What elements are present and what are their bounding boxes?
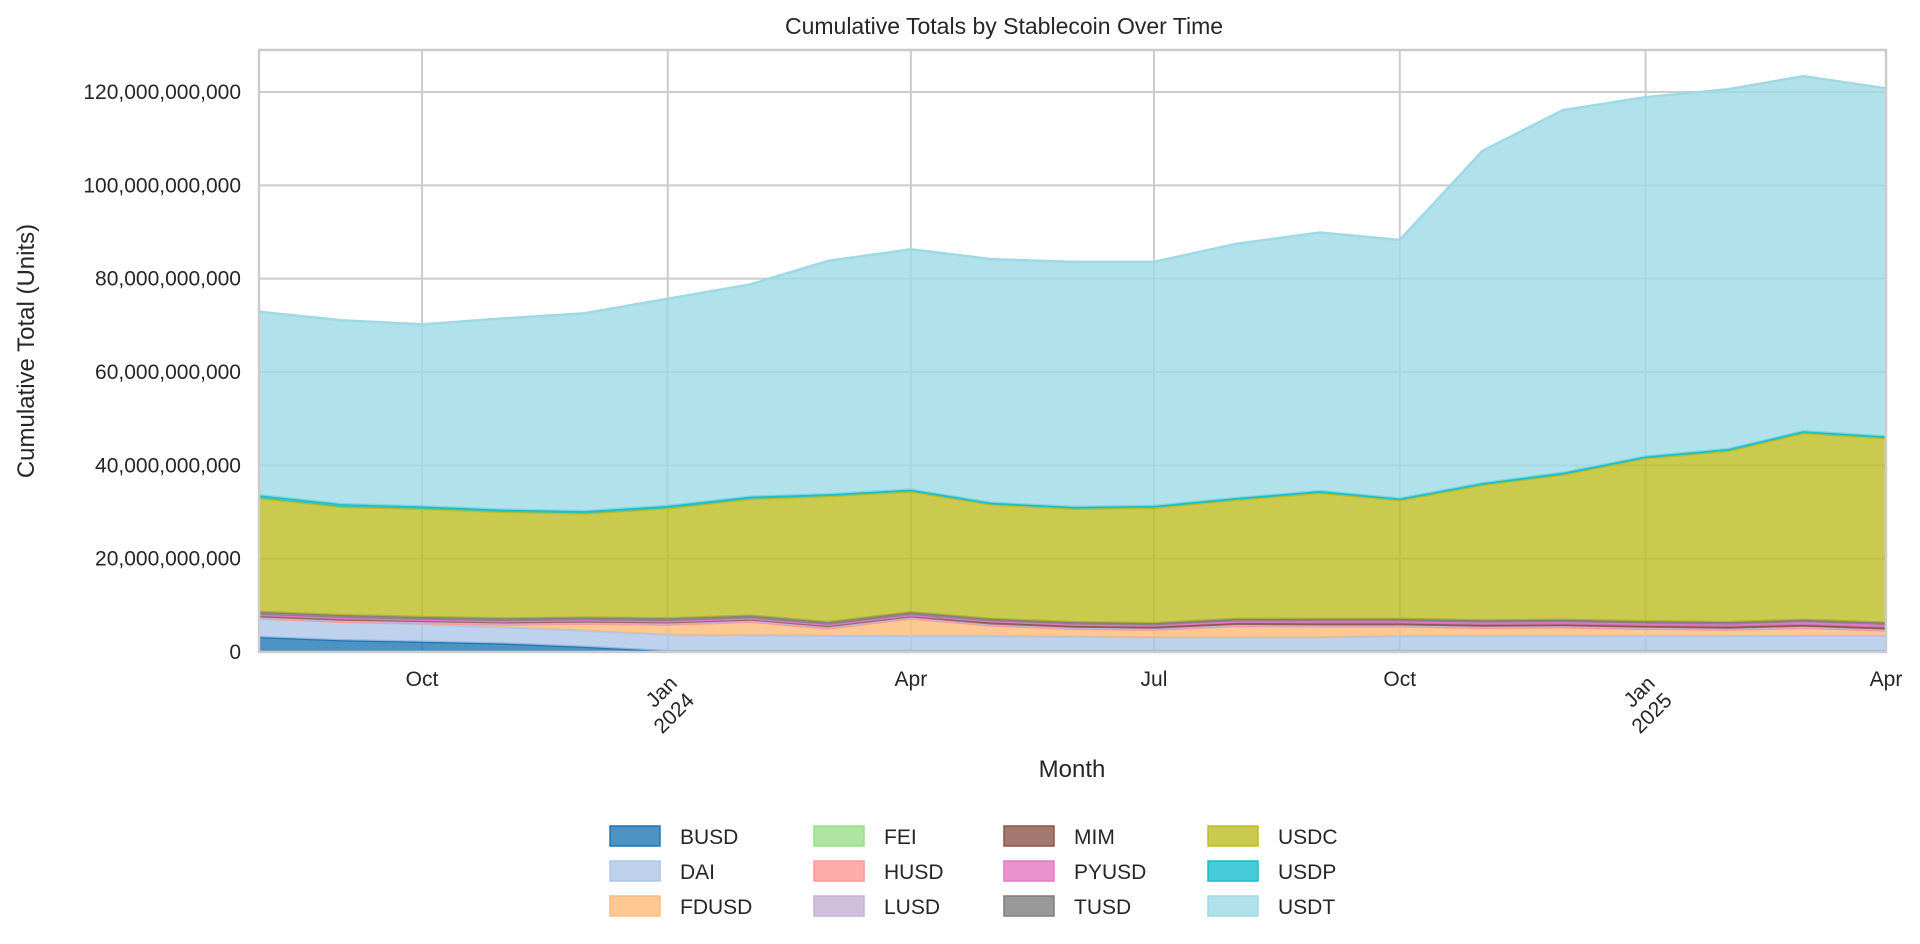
legend-item-fei: FEI (813, 825, 917, 849)
y-tick-label: 60,000,000,000 (95, 361, 241, 384)
legend-swatch (1207, 860, 1259, 882)
chart-title: Cumulative Totals by Stablecoin Over Tim… (785, 13, 1223, 39)
x-tick-label: Oct (1383, 668, 1416, 691)
legend-item-fdusd: FDUSD (609, 895, 752, 919)
legend: BUSD DAI FDUSD FEI HUSD LUSD MIM PYUSD TUSD USDC U… (609, 825, 1338, 919)
area-usdt (259, 76, 1886, 512)
area-tusd (259, 611, 1886, 626)
y-tick-label: 100,000,000,000 (83, 174, 241, 197)
area-edge-usdt (258, 74, 1887, 326)
legend-swatch (1207, 825, 1259, 847)
legend-label: PYUSD (1074, 861, 1146, 884)
x-tick-label: Oct (406, 668, 439, 691)
y-axis-ticks: 0 20,000,000,000 40,000,000,000 60,000,000,… (83, 81, 241, 664)
legend-item-usdt: USDT (1207, 895, 1335, 919)
legend-item-usdp: USDP (1207, 860, 1336, 884)
legend-label: USDC (1278, 826, 1338, 849)
legend-swatch (813, 860, 865, 882)
legend-item-dai: DAI (609, 860, 715, 884)
legend-label: HUSD (884, 861, 944, 884)
plot-frame (257, 48, 1888, 654)
legend-swatch (813, 825, 865, 847)
legend-label: TUSD (1074, 896, 1131, 919)
y-tick-label: 120,000,000,000 (83, 81, 241, 104)
x-tick-label: Apr (1870, 668, 1903, 691)
legend-label: FEI (884, 826, 917, 849)
legend-label: BUSD (680, 826, 738, 849)
x-tick-label: Apr (895, 668, 928, 691)
legend-item-pyusd: PYUSD (1003, 860, 1146, 884)
x-tick-label: Jul (1141, 668, 1168, 691)
y-tick-label: 0 (229, 641, 241, 664)
legend-swatch (609, 895, 661, 917)
legend-item-lusd: LUSD (813, 895, 940, 919)
area-fdusd (259, 618, 1886, 638)
y-tick-label: 20,000,000,000 (95, 548, 241, 571)
legend-label: MIM (1074, 826, 1115, 849)
legend-item-usdc: USDC (1207, 825, 1338, 849)
legend-swatch (1003, 825, 1055, 847)
legend-swatch (1207, 895, 1259, 917)
legend-label: USDP (1278, 861, 1336, 884)
y-tick-label: 80,000,000,000 (95, 268, 241, 291)
legend-item-husd: HUSD (813, 860, 944, 884)
legend-item-tusd: TUSD (1003, 895, 1131, 919)
legend-label: LUSD (884, 896, 940, 919)
y-tick-label: 40,000,000,000 (95, 454, 241, 477)
legend-label: DAI (680, 861, 715, 884)
x-axis-label: Month (1039, 756, 1106, 783)
area-series (258, 74, 1887, 653)
legend-swatch (1003, 895, 1055, 917)
legend-item-busd: BUSD (609, 825, 738, 849)
area-busd (259, 637, 1886, 652)
legend-swatch (609, 825, 661, 847)
legend-swatch (1003, 860, 1055, 882)
legend-label: USDT (1278, 896, 1335, 919)
legend-label: FDUSD (680, 896, 752, 919)
area-pyusd (259, 614, 1886, 628)
legend-swatch (813, 895, 865, 917)
area-dai (259, 618, 1886, 652)
y-axis-label: Cumulative Total (Units) (13, 224, 40, 478)
legend-item-mim: MIM (1003, 825, 1115, 849)
area-usdc (259, 433, 1886, 624)
legend-swatch (609, 860, 661, 882)
